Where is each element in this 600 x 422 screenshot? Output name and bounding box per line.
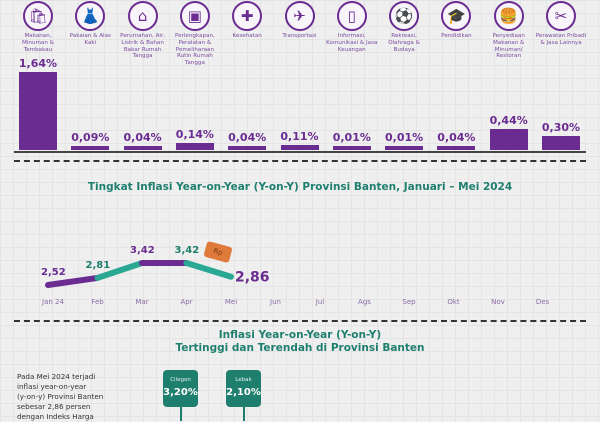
month-tick-label: Mar xyxy=(135,298,149,306)
bar-value-label: 0,09% xyxy=(71,130,110,144)
bar-value-label: 0,01% xyxy=(332,131,371,144)
data-label: 2,81 xyxy=(86,260,111,271)
line-chart: 2,52 2,81 3,42 3,42 2,86 xyxy=(41,245,270,288)
bar-value-label: 0,11% xyxy=(280,129,319,143)
category-label: Perlengkapan, Peralatan & Pemeliharaan R… xyxy=(174,33,215,67)
category-label: Informasi, Komunikasi & Jasa Keuangan xyxy=(326,33,378,53)
bar-value-label: 0,44% xyxy=(489,114,528,128)
line-segment xyxy=(183,260,234,280)
bar-value-label: 0,04% xyxy=(437,131,476,144)
month-tick-label: Sep xyxy=(402,298,416,306)
category-label: Kesehatan xyxy=(232,33,262,39)
data-label: 3,42 xyxy=(130,245,155,256)
grocery-bag-icon: 🛍 xyxy=(23,1,53,31)
bar-value-label: 0,04% xyxy=(228,131,267,144)
line-chart-title: Tingkat Inflasi Year-on-Year (Y-on-Y) Pr… xyxy=(87,181,513,193)
category-label: Rekreasi, Olahraga & Budaya xyxy=(388,33,420,53)
bar xyxy=(280,144,319,150)
category-3: ▣ Perlengkapan, Peralatan & Pemeliharaan … xyxy=(169,0,221,67)
line-segment xyxy=(94,260,145,281)
airplane-icon: ✈ xyxy=(284,1,315,31)
category-0: 🛍 Makanan, Minuman & Tembakau xyxy=(12,0,64,53)
month-tick-label: Jul xyxy=(315,298,325,306)
category-6: ▯ Informasi, Komunikasi & Jasa Keuangan xyxy=(326,0,378,53)
category-label: Perawatan Pribadi & Jasa Lainnya xyxy=(535,33,587,46)
bar-value-label: 1,64% xyxy=(18,57,58,71)
data-label: 2,52 xyxy=(41,267,66,278)
category-9: 🍔 Penyediaan Makanan & Minuman/ Restoran xyxy=(483,0,535,60)
bar xyxy=(71,145,110,150)
summary-paragraph: Pada Mei 2024 terjadi inflasi year-on-yea… xyxy=(17,372,104,421)
bar-value-label: 0,04% xyxy=(123,131,162,144)
category-1: 👗 Pakaian & Alas Kaki xyxy=(64,0,116,47)
month-tick-label: Apr xyxy=(180,298,193,306)
month-tick-label: Jun xyxy=(270,298,281,306)
divider xyxy=(14,160,586,162)
bar xyxy=(542,135,580,150)
bar xyxy=(175,143,214,150)
bar xyxy=(489,129,528,150)
month-tick-label: Feb xyxy=(91,298,104,306)
category-label: Pendidikan xyxy=(441,33,472,39)
data-label: 2,86 xyxy=(235,270,270,286)
month-tick-label: Okt xyxy=(447,298,460,306)
bar xyxy=(437,146,476,150)
month-tick-label: Jan 24 xyxy=(42,298,64,306)
data-label: 3,42 xyxy=(175,245,200,256)
bar xyxy=(385,146,424,150)
smartphone-icon: ▯ xyxy=(336,1,367,31)
medical-kit-icon: ✚ xyxy=(232,1,263,31)
category-label: Makanan, Minuman & Tembakau xyxy=(21,33,55,53)
graduation-cap-icon: 🎓 xyxy=(441,1,472,31)
region-highest: Cilegon 3,20% xyxy=(163,370,198,407)
category-label: Pakaian & Alas Kaki xyxy=(69,33,111,46)
bar xyxy=(332,146,371,150)
category-4: ✚ Kesehatan xyxy=(221,0,273,40)
category-label: Perumahan, Air, Listrik & Bahan Bakar Ru… xyxy=(120,33,166,60)
bar xyxy=(123,146,162,150)
soccer-player-icon: ⚽ xyxy=(389,1,420,31)
region-lowest: Lebak 2,10% xyxy=(226,370,261,407)
month-tick-label: Des xyxy=(535,298,550,306)
category-label: Penyediaan Makanan & Minuman/ Restoran xyxy=(492,33,525,60)
appliance-icon: ▣ xyxy=(179,1,210,31)
bar-value-label: 0,30% xyxy=(541,120,581,134)
food-drink-icon: 🍔 xyxy=(493,1,524,31)
category-10: ✂ Perawatan Pribadi & Jasa Lainnya xyxy=(535,0,587,47)
house-icon: ⌂ xyxy=(127,1,158,31)
bar xyxy=(19,72,57,150)
category-8: 🎓 Pendidikan xyxy=(430,0,482,40)
category-2: ⌂ Perumahan, Air, Listrik & Bahan Bakar R… xyxy=(117,0,169,60)
month-tick-label: Nov xyxy=(491,298,505,306)
month-tick-label: Mei xyxy=(224,298,238,306)
bar-baseline xyxy=(14,151,586,153)
title-line: Tertinggi dan Terendah di Provinsi Bante… xyxy=(175,342,425,354)
bar xyxy=(228,146,267,150)
dress-icon: 👗 xyxy=(75,1,106,31)
category-5: ✈ Transportasi xyxy=(274,0,326,40)
bar-value-label: 0,14% xyxy=(175,128,214,142)
divider xyxy=(14,320,586,322)
line-segment xyxy=(45,274,101,288)
category-7: ⚽ Rekreasi, Olahraga & Budaya xyxy=(378,0,430,53)
title-line: Inflasi Year-on-Year (Y-on-Y) xyxy=(218,329,382,341)
scissors-comb-icon: ✂ xyxy=(546,1,576,31)
bar-value-label: 0,01% xyxy=(385,131,424,144)
month-tick-label: Ags xyxy=(358,298,371,306)
category-label: Transportasi xyxy=(282,33,317,39)
section2-title: Inflasi Year-on-Year (Y-on-Y) Tertinggi … xyxy=(0,329,600,355)
